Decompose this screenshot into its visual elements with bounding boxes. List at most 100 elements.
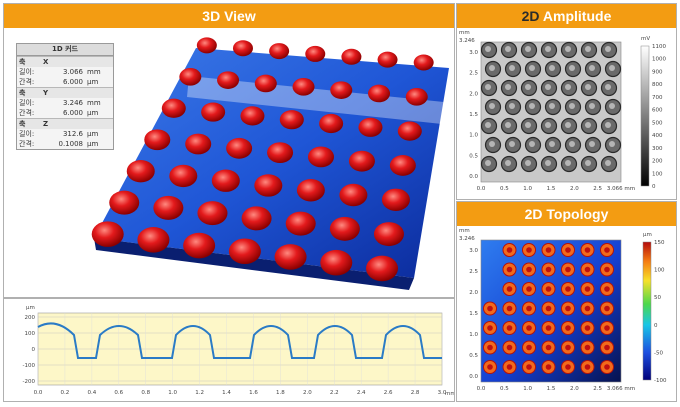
dome-feature [91, 221, 124, 247]
dome-feature [211, 169, 240, 192]
topo-scale-tick-label: 150 [654, 240, 665, 246]
amp-scale-tick-label: 300 [652, 146, 663, 152]
amplitude-feature-center [605, 122, 611, 128]
profile-x-ticks: 0.0 0.2 0.4 0.6 0.8 1.0 1.2 1.4 1.6 1.8 2.0 2.2 2.4 2… [34, 390, 447, 396]
topology-feature-center [565, 305, 571, 312]
amplitude-feature-center [545, 46, 551, 52]
amplitude-feature-center [485, 160, 491, 166]
amplitude-feature-center [505, 122, 511, 128]
dome-feature [292, 78, 315, 96]
topology-map[interactable]: mm 3.246 3.0 2.5 2.0 1.5 1.0 0.5 0.0 0.0 0.5 1.0… [457, 226, 676, 402]
profile-x-tick-label: 0.4 [87, 390, 96, 396]
amp-scale-tick-label: 1100 [652, 44, 666, 50]
amp-scale-tick-label: 400 [652, 133, 663, 139]
amplitude-feature-center [589, 65, 595, 71]
unit-length-y: mm [87, 99, 101, 107]
topology-feature-center [545, 266, 552, 273]
topo-x-tick-label: 0.0 [477, 386, 486, 392]
panel-title-amplitude-prefix: 2D [521, 8, 540, 24]
topology-feature-center [565, 247, 571, 253]
topology-feature-center [604, 305, 610, 312]
value-length-x: 3.066 [62, 68, 83, 76]
topology-feature-center [565, 266, 571, 273]
topology-feature-center [526, 325, 532, 331]
profile-plot[interactable]: μm 200 100 0 -100 -200 0.0 0.2 0.4 0.6 0.8 1.0 1.2… [4, 299, 454, 401]
dome-feature [197, 201, 228, 226]
dome-feature [267, 142, 294, 163]
profile-x-tick-label: 2.0 [303, 390, 312, 396]
dome-feature [185, 133, 212, 155]
amp-y-tick-label: 1.5 [469, 112, 478, 118]
topology-feature-center [584, 266, 591, 273]
panel-line-profile: μm 200 100 0 -100 -200 0.0 0.2 0.4 0.6 0.8 1.0 1.2… [3, 298, 455, 402]
amplitude-feature-center [509, 103, 515, 109]
amplitude-scale-bar [640, 45, 650, 187]
dome-feature [319, 113, 344, 134]
topo-y-tick-label: 2.0 [469, 290, 478, 296]
amplitude-feature-center [585, 84, 591, 90]
amplitude-feature-center [609, 141, 615, 147]
amp-scale-tick-label: 700 [652, 95, 663, 101]
amplitude-map[interactable]: mm 3.246 3.0 2.5 2.0 1.5 1.0 0.5 0.0 0.0 0.5 1.0… [457, 28, 676, 200]
profile-y-tick-label: -200 [23, 379, 36, 385]
dome-feature [201, 102, 226, 122]
label-spacing-y: 간격: [19, 109, 35, 117]
profile-y-ticks: 200 100 0 -100 -200 [23, 315, 36, 385]
dome-feature [144, 129, 171, 151]
dome-feature [274, 244, 307, 270]
unit-spacing-x: μm [87, 78, 99, 86]
dome-feature [373, 222, 404, 247]
dome-feature [269, 43, 290, 60]
amp-x-tick-label: 2.0 [570, 186, 579, 192]
amplitude-feature-center [565, 46, 571, 52]
topology-feature-center [545, 344, 552, 351]
amplitude-feature-center [605, 84, 611, 90]
amp-y-tick-label: 0.5 [469, 153, 478, 159]
amp-y-tick-label: 0.0 [469, 174, 478, 180]
panel-3d-view: 3D View 1D 커드 축 X 길이: 3.066 mm 간격: 6.000 μm 축… [3, 3, 455, 298]
dome-feature [413, 54, 434, 71]
profile-x-tick-label: 1.2 [195, 390, 204, 396]
amp-y-unit: mm [459, 30, 470, 36]
topology-feature-center [584, 344, 591, 351]
amplitude-feature-center [565, 122, 571, 128]
amplitude-feature-center [525, 84, 531, 90]
cut-plane [187, 76, 444, 124]
amplitude-feature-center [569, 103, 575, 109]
value-length-y: 3.246 [62, 99, 83, 107]
topology-feature-center [604, 344, 610, 351]
axis-name-y: Y [43, 89, 49, 97]
dome-feature [169, 164, 198, 188]
dome-feature [320, 249, 353, 276]
dome-feature [307, 146, 334, 168]
amplitude-feature-center [509, 141, 515, 147]
topo-scale-tick-label: -50 [654, 350, 663, 356]
amp-scale-tick-label: 600 [652, 108, 663, 114]
topo-scale-tick-label: 100 [654, 268, 665, 274]
topo-x-tick-label: 3.066 mm [607, 386, 635, 392]
dome-feature [279, 110, 304, 130]
topology-feature-center [584, 364, 591, 370]
topology-feature-center [526, 247, 532, 253]
topology-feature-center [604, 325, 610, 331]
profile-y-unit: μm [26, 305, 35, 311]
topology-feature-center [487, 305, 493, 312]
dome-feature [339, 183, 368, 207]
profile-grid [37, 313, 443, 385]
panel-title-3d-view: 3D View [202, 8, 256, 24]
topology-features [483, 243, 614, 374]
profile-x-tick-label: 0.8 [141, 390, 150, 396]
profile-x-tick-label: 2.4 [357, 390, 366, 396]
profile-x-tick-label: 2.2 [330, 390, 339, 396]
dome-feature [329, 216, 360, 241]
unit-spacing-z: μm [87, 140, 99, 148]
amp-x-tick-label: 0.5 [500, 186, 509, 192]
topology-feature-center [565, 344, 571, 351]
surface-3d-render[interactable] [4, 28, 454, 298]
amplitude-feature-center [489, 65, 495, 71]
topology-scale-bar [642, 241, 652, 381]
topo-scale-unit: μm [643, 232, 652, 238]
topo-y-tick-label: 0.5 [469, 353, 478, 359]
unit-spacing-y: μm [87, 109, 99, 117]
amplitude-feature-center [485, 122, 491, 128]
